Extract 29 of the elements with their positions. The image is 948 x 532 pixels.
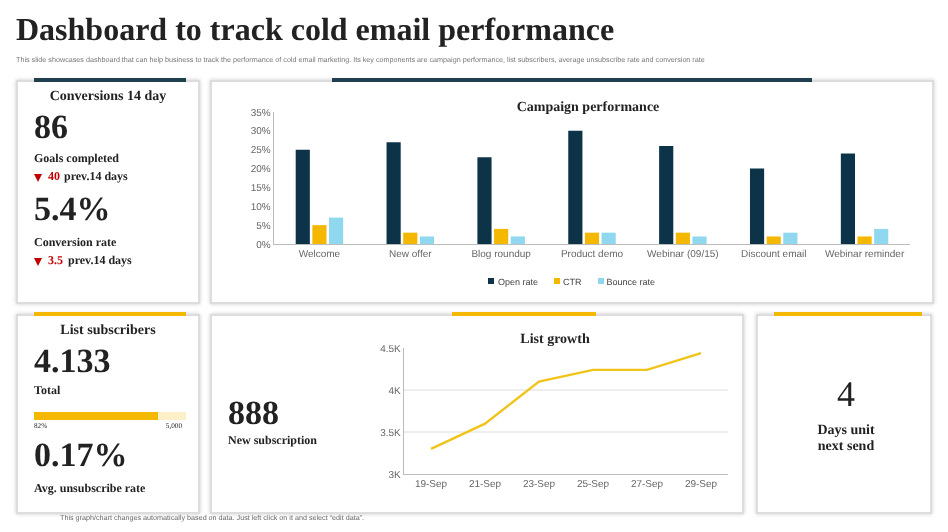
bar xyxy=(766,236,781,244)
text: Dashboard to track cold email performance xyxy=(16,14,615,50)
text: 5.4% xyxy=(34,190,111,230)
bar xyxy=(403,232,418,244)
bar xyxy=(510,236,525,244)
text: 0.17% xyxy=(34,436,128,476)
bar xyxy=(312,225,327,244)
bar xyxy=(675,232,690,244)
bar xyxy=(857,236,872,244)
text: 888 xyxy=(228,394,279,434)
bar xyxy=(840,153,855,244)
text: 86 xyxy=(34,108,68,148)
bar xyxy=(477,157,492,244)
bar xyxy=(295,149,310,244)
bar xyxy=(494,228,509,244)
bar xyxy=(386,142,401,244)
bar xyxy=(329,217,344,244)
bar xyxy=(601,232,616,244)
bar xyxy=(692,236,707,244)
bar xyxy=(874,228,889,244)
text: 4 xyxy=(835,374,857,416)
line-series xyxy=(429,351,703,450)
bar xyxy=(749,168,765,244)
bar xyxy=(584,232,600,244)
bar xyxy=(659,145,674,244)
bar xyxy=(419,236,435,244)
bar xyxy=(568,130,583,244)
bar xyxy=(783,232,798,244)
text: 4.133 xyxy=(34,342,111,382)
